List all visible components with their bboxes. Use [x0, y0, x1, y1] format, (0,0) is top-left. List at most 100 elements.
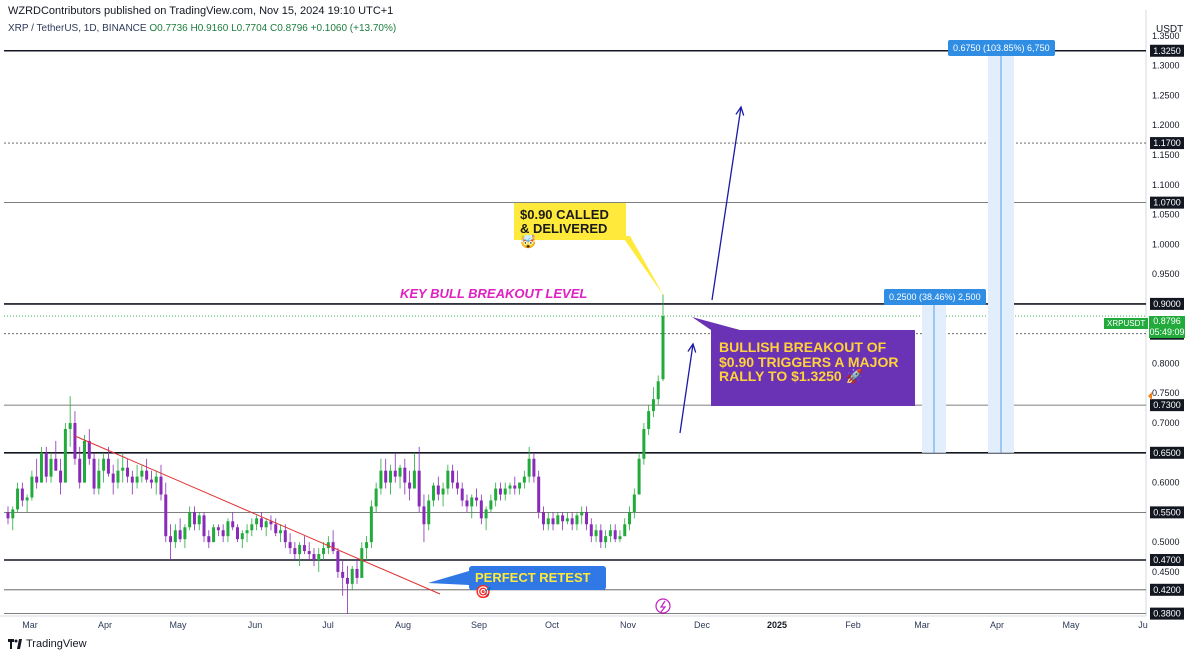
candle-body — [106, 458, 110, 474]
candle-body — [288, 542, 292, 549]
candle-body — [475, 497, 479, 501]
ohlc-values: O0.7736 H0.9160 L0.7704 C0.8796 +0.1060 … — [149, 23, 397, 34]
candle-body — [63, 428, 67, 483]
level-price-tag — [1150, 446, 1184, 459]
candle-body — [149, 479, 153, 483]
level-price-tag — [1150, 44, 1184, 57]
x-tick-label: Apr — [990, 620, 1004, 630]
candle-body — [637, 458, 641, 495]
candle-body — [178, 530, 182, 540]
candle-body — [269, 521, 273, 525]
candle-body — [465, 500, 469, 507]
candle-body — [345, 577, 349, 584]
x-tick-label: May — [1062, 620, 1080, 630]
candle-body — [231, 521, 235, 528]
candle-body — [498, 488, 502, 495]
candle-body — [240, 533, 244, 540]
candle-body — [484, 509, 488, 519]
x-tick-label: Dec — [694, 620, 711, 630]
level-price-tag — [1150, 196, 1184, 209]
candle-body — [116, 470, 120, 483]
candle-body — [159, 476, 163, 495]
candle-body — [522, 476, 526, 483]
level-price-label: 0.5500 — [1153, 507, 1181, 517]
bullish-breakout-note: BULLISH BREAKOUT OF $0.90 TRIGGERS A MAJ… — [711, 330, 915, 406]
y-tick-label: 1.1500 — [1152, 150, 1180, 160]
candle-body — [479, 500, 483, 519]
candle-body — [623, 524, 627, 537]
retest-note-pointer — [428, 571, 469, 585]
y-tick-label: 1.2000 — [1152, 120, 1180, 130]
y-tick-label: 0.7000 — [1152, 418, 1180, 428]
y-tick-label: 1.1000 — [1152, 180, 1180, 190]
symbol-label[interactable]: XRP / TetherUS, 1D, BINANCE — [8, 23, 147, 34]
candle-body — [556, 515, 560, 525]
bolt-icon-glyph — [659, 600, 667, 613]
major-rally-arrow — [711, 106, 742, 301]
candle-body — [331, 542, 335, 552]
level-price-tag — [1150, 137, 1184, 150]
candle-body — [379, 470, 383, 489]
candle-body — [111, 473, 115, 483]
candle-body — [518, 482, 522, 489]
candle-body — [20, 488, 24, 501]
candle-body — [589, 524, 593, 537]
candle-body — [126, 467, 130, 477]
level-price-label: 0.7300 — [1153, 400, 1181, 410]
y-tick-label: 1.0000 — [1152, 239, 1180, 249]
candle-body — [183, 527, 187, 540]
level-price-label: 0.4200 — [1153, 585, 1181, 595]
candle-body — [489, 500, 493, 510]
y-tick-label: 0.7500 — [1152, 388, 1180, 398]
candle-body — [202, 515, 206, 537]
candle-body — [274, 524, 278, 534]
level-price-label: 1.0700 — [1153, 198, 1181, 208]
candle-body — [78, 458, 82, 483]
candle-body — [259, 518, 263, 528]
candle-body — [398, 467, 402, 477]
level-price-tag — [1150, 583, 1184, 596]
y-tick-label: 1.3500 — [1152, 31, 1180, 41]
candle-body — [403, 467, 407, 483]
symbol-ohlc-line: XRP / TetherUS, 1D, BINANCE O0.7736 H0.9… — [8, 23, 396, 34]
x-tick-label: Nov — [620, 620, 637, 630]
y-tick-label: 1.2500 — [1152, 90, 1180, 100]
level-price-label: 1.3250 — [1153, 46, 1181, 56]
candle-body — [541, 512, 545, 525]
major-rally-arrow-head — [735, 105, 745, 116]
x-tick-label: Apr — [98, 620, 112, 630]
candle-body — [561, 515, 565, 522]
level-price-label: 0.6500 — [1153, 448, 1181, 458]
candle-body — [494, 488, 498, 501]
candle-body — [25, 497, 29, 501]
x-tick-label: Jul — [322, 620, 334, 630]
candle-body — [154, 476, 158, 483]
candle-body — [412, 470, 416, 489]
bull-note-pointer — [692, 317, 740, 330]
candle-body — [197, 515, 201, 525]
candle-body — [336, 551, 340, 572]
level-price-label: 1.1700 — [1153, 138, 1181, 148]
candle-body — [532, 458, 536, 477]
candle-body — [661, 316, 665, 380]
candle-body — [446, 470, 450, 489]
candle-body — [39, 452, 43, 483]
candle-body — [264, 521, 268, 528]
candle-body — [451, 470, 455, 483]
candle-body — [322, 548, 326, 555]
candle-body — [6, 512, 10, 519]
candle-body — [350, 568, 354, 584]
y-tick-label: 0.5000 — [1152, 537, 1180, 547]
candle-body — [365, 542, 369, 549]
x-tick-label: Oct — [545, 620, 560, 630]
candle-body — [355, 568, 359, 578]
candle-body — [221, 530, 225, 537]
candle-body — [82, 440, 86, 483]
candle-body — [656, 381, 660, 400]
x-tick-label: May — [169, 620, 187, 630]
measure-label-small: 0.2500 (38.46%) 2,500 — [884, 289, 986, 305]
candle-body — [317, 554, 321, 561]
candle-body — [255, 518, 259, 525]
candle-body — [35, 476, 39, 483]
